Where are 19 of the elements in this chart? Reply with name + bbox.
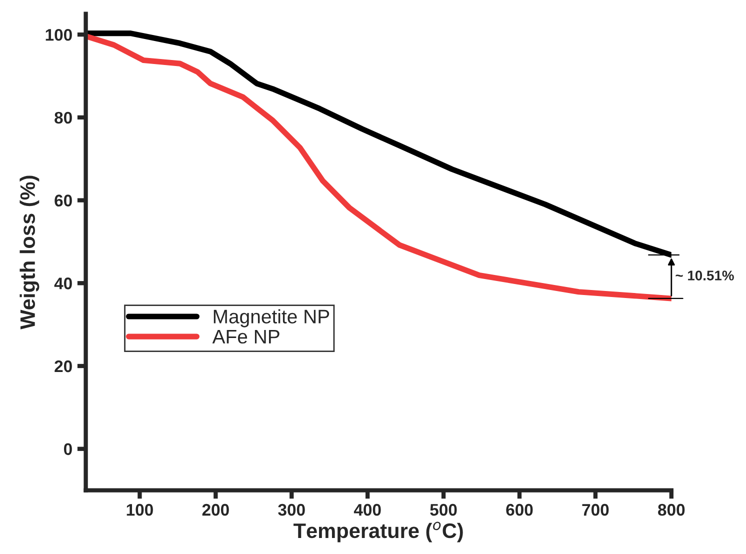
x-axis-title: Temperature ($^{o}$C): [294, 522, 463, 542]
y-tick-label: 20: [54, 360, 72, 372]
legend-label: AFe NP: [212, 330, 280, 344]
x-tick-label: 300: [278, 504, 305, 516]
x-tick-label: 400: [354, 504, 381, 516]
y-tick-label: 100: [46, 28, 72, 41]
y-axis-title: Weigth loss (%): [20, 176, 40, 330]
y-tick-label: 80: [54, 112, 72, 124]
x-tick-label: 500: [430, 504, 457, 516]
text: ~ 10.51%: [676, 270, 734, 280]
x-tick-label: 100: [126, 504, 153, 516]
y-tick-label: 0: [64, 443, 72, 456]
x-tick-label: 800: [658, 504, 685, 516]
x-tick-label: 200: [202, 504, 229, 516]
legend-label: Magnetite NP: [214, 309, 330, 328]
y-tick-label: 60: [54, 194, 72, 206]
x-tick-label: 600: [506, 504, 533, 516]
x-tick-label: 700: [582, 504, 609, 516]
y-tick-label: 40: [54, 278, 72, 290]
